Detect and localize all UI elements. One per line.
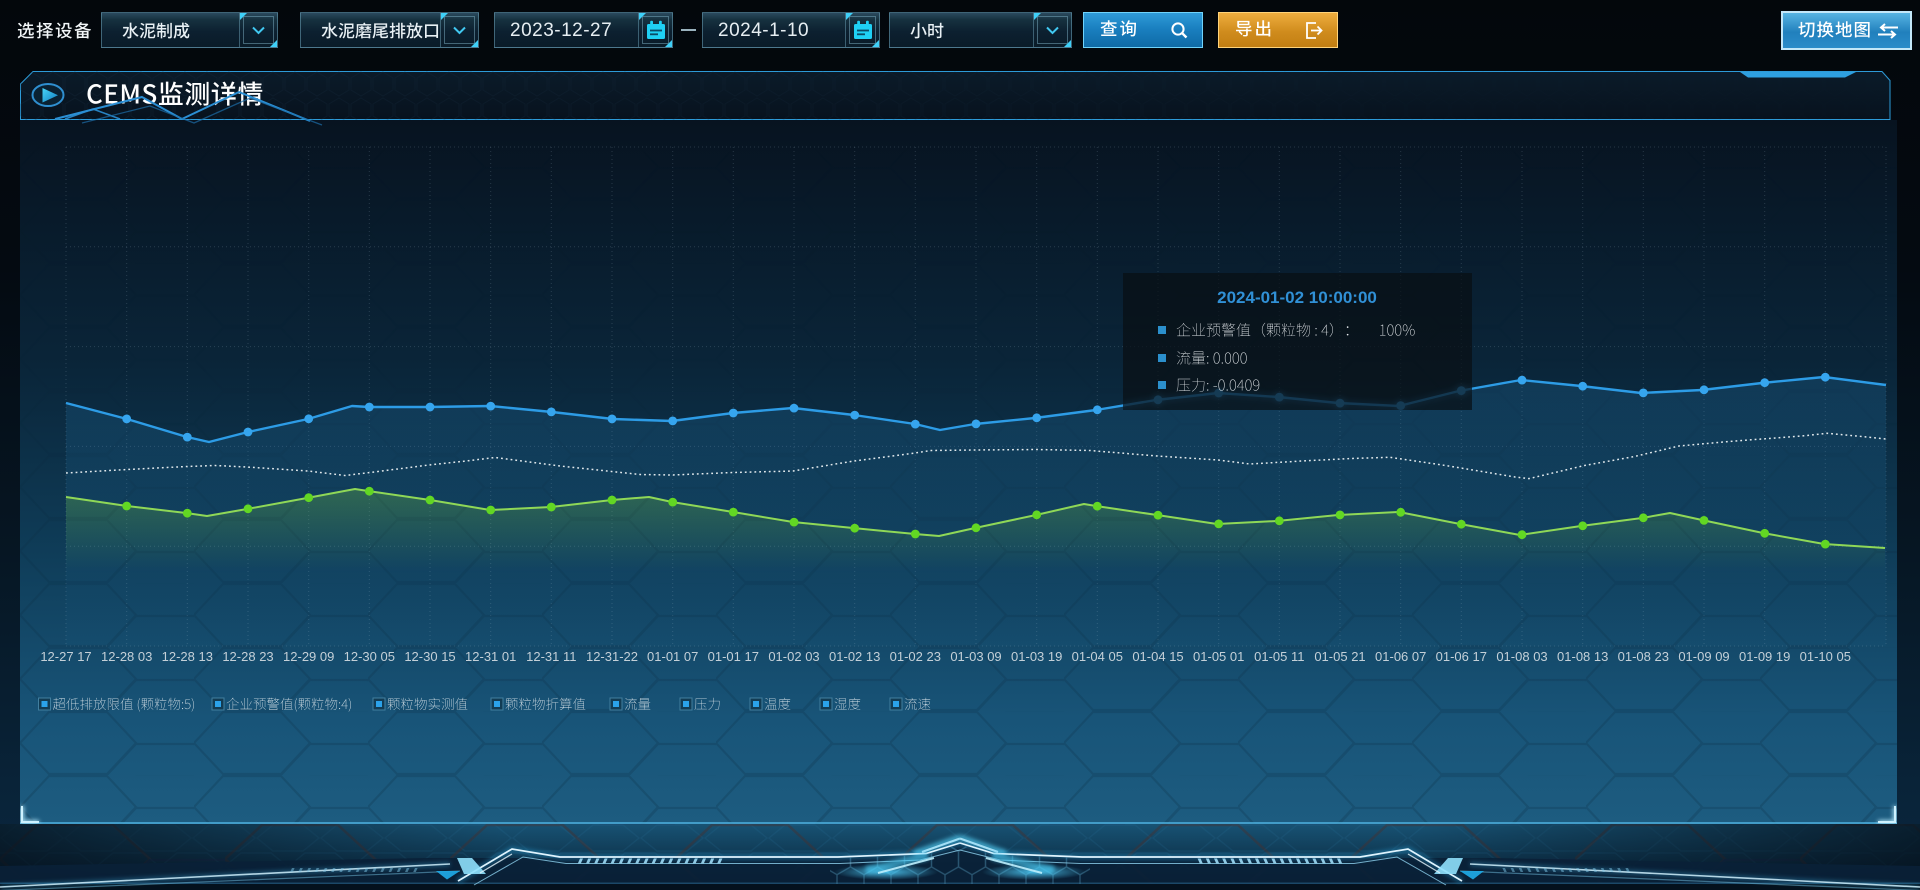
svg-text:12-30 15: 12-30 15 [404, 649, 455, 664]
svg-text:01-02 03: 01-02 03 [768, 649, 819, 664]
svg-text:12-28 23: 12-28 23 [222, 649, 273, 664]
svg-text:12-28 03: 12-28 03 [101, 649, 152, 664]
svg-text:01-05 11: 01-05 11 [1254, 649, 1304, 664]
svg-text:12-31-22: 12-31-22 [586, 649, 638, 664]
svg-text:01-04 05: 01-04 05 [1072, 649, 1123, 664]
svg-text:12-31 11: 12-31 11 [526, 649, 576, 664]
svg-text:12-28 13: 12-28 13 [162, 649, 213, 664]
svg-text:01-08 03: 01-08 03 [1496, 649, 1547, 664]
svg-text:01-08 23: 01-08 23 [1618, 649, 1669, 664]
svg-text:12-29 09: 12-29 09 [283, 649, 334, 664]
svg-text:01-02 23: 01-02 23 [890, 649, 941, 664]
svg-text:01-01 17: 01-01 17 [708, 649, 759, 664]
svg-text:01-03 19: 01-03 19 [1011, 649, 1062, 664]
svg-text:01-03 09: 01-03 09 [950, 649, 1001, 664]
svg-text:01-05 01: 01-05 01 [1193, 649, 1244, 664]
svg-text:01-10 05: 01-10 05 [1800, 649, 1851, 664]
svg-text:01-09 19: 01-09 19 [1739, 649, 1790, 664]
svg-text:01-09 09: 01-09 09 [1678, 649, 1729, 664]
svg-text:01-06 07: 01-06 07 [1375, 649, 1426, 664]
svg-text:01-01 07: 01-01 07 [647, 649, 698, 664]
svg-text:12-27 17: 12-27 17 [40, 649, 91, 664]
svg-text:2024-01-02 10:00:00: 2024-01-02 10:00:00 [1217, 288, 1377, 307]
svg-text:12-30 05: 12-30 05 [344, 649, 395, 664]
svg-text:01-05 21: 01-05 21 [1314, 649, 1365, 664]
svg-text:01-08 13: 01-08 13 [1557, 649, 1608, 664]
svg-text:12-31 01: 12-31 01 [465, 649, 516, 664]
svg-text:01-04 15: 01-04 15 [1132, 649, 1183, 664]
svg-text:01-02 13: 01-02 13 [829, 649, 880, 664]
svg-text:01-06 17: 01-06 17 [1436, 649, 1487, 664]
